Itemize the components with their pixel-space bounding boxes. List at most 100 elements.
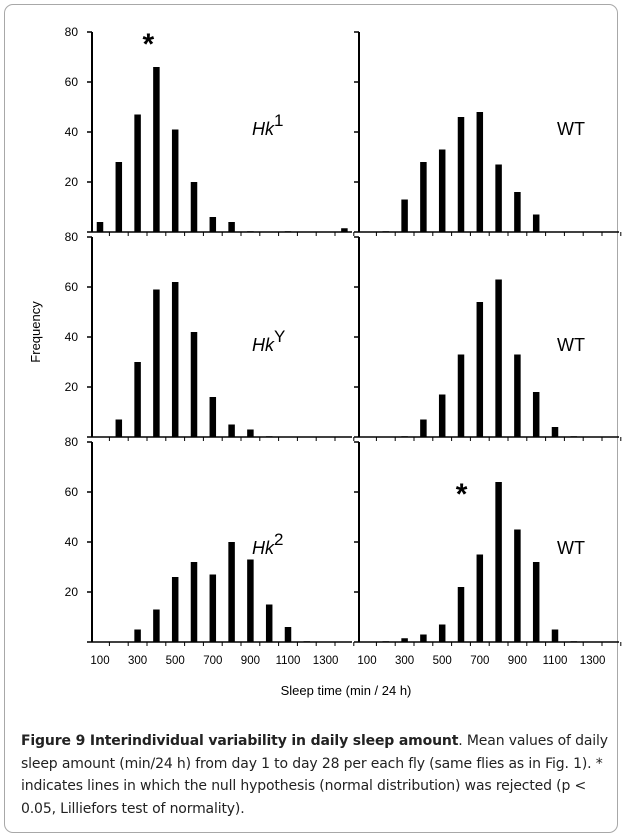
x-tick-label: 1300 xyxy=(313,655,339,667)
bar-1200 xyxy=(303,641,311,642)
y-tick-label: 80 xyxy=(65,25,79,39)
bar-400 xyxy=(153,67,160,232)
panel-row3-right: 100 300 500 700 900 1100 1300 WT * xyxy=(354,441,622,667)
bar-1100 xyxy=(284,231,292,232)
y-tick-label: 80 xyxy=(65,230,79,244)
bar-1200 xyxy=(570,641,578,642)
bar-700 xyxy=(476,302,484,437)
bar-700 xyxy=(476,112,484,232)
bar-1100 xyxy=(551,629,559,642)
bar-600 xyxy=(457,117,465,232)
y-tick-label: 40 xyxy=(65,330,79,344)
bar-900 xyxy=(247,429,254,437)
figure-frame xyxy=(4,4,618,833)
x-tick-label: 500 xyxy=(433,655,452,667)
panel-label: Hk2 xyxy=(252,530,283,558)
panel-label: WT xyxy=(557,335,585,355)
y-tick-label: 20 xyxy=(65,175,79,189)
bar-300 xyxy=(134,629,141,642)
bar-500 xyxy=(438,149,446,232)
bar-1100 xyxy=(284,627,292,642)
panel-label: Hk1 xyxy=(252,111,283,139)
bar-800 xyxy=(495,482,502,642)
bar-800 xyxy=(228,424,235,437)
bar-900 xyxy=(514,192,521,232)
panel-row3-left: 20 40 60 80 100 300 500 700 900 1100 1300 Hk2 xyxy=(65,435,355,667)
panel-row2-left: 20 40 60 80 HkY xyxy=(65,230,355,441)
panel-label: HkY xyxy=(252,327,285,355)
x-tick-label: 1100 xyxy=(543,655,568,667)
x-tick-label: 700 xyxy=(203,655,222,667)
x-tick-label: 100 xyxy=(357,655,376,667)
bar-200 xyxy=(115,419,123,437)
bar-600 xyxy=(457,354,465,437)
y-tick-label: 60 xyxy=(65,485,79,499)
y-tick-label: 40 xyxy=(65,535,79,549)
panels-group: 20 40 60 80 Hk1 * WT 20 40 60 80 HkY WT 20 40 60 80 100 30… xyxy=(65,25,622,667)
y-axis-label: Frequency xyxy=(28,301,43,363)
bar-700 xyxy=(209,397,217,437)
bar-400 xyxy=(153,289,160,437)
panel-row1-right: WT xyxy=(354,31,622,236)
bar-800 xyxy=(228,542,235,642)
bar-300 xyxy=(134,362,141,437)
bar-600 xyxy=(190,182,198,232)
bar-500 xyxy=(171,577,179,642)
bar-500 xyxy=(438,394,446,437)
bar-1000 xyxy=(265,604,273,642)
y-tick-label: 60 xyxy=(65,280,79,294)
bar-400 xyxy=(420,419,427,437)
bar-700 xyxy=(209,217,217,232)
bar-1000 xyxy=(265,436,273,437)
bar-700 xyxy=(476,554,484,642)
bar-1400 xyxy=(341,228,348,232)
y-tick-label: 60 xyxy=(65,75,79,89)
y-tick-label: 40 xyxy=(65,125,79,139)
caption-body: . Mean values of daily sleep amount (min… xyxy=(21,733,608,817)
x-axis-label: Sleep time (min / 24 h) xyxy=(281,683,412,698)
panel-label: WT xyxy=(557,119,585,139)
bar-200 xyxy=(115,162,123,232)
bar-800 xyxy=(495,164,502,232)
bar-400 xyxy=(153,609,160,642)
x-tick-label: 900 xyxy=(508,655,527,667)
bar-500 xyxy=(171,129,179,232)
x-tick-label: 900 xyxy=(241,655,260,667)
bar-300 xyxy=(134,114,141,232)
figure-chart: 20 40 60 80 Hk1 * WT 20 40 60 80 HkY WT 20 40 60 80 100 30… xyxy=(28,25,622,698)
bar-700 xyxy=(209,574,217,642)
bar-500 xyxy=(171,282,179,437)
panel-row2-right: WT xyxy=(354,236,622,441)
bar-600 xyxy=(190,332,198,437)
x-tick-label: 700 xyxy=(470,655,489,667)
bar-500 xyxy=(438,624,446,642)
bar-900 xyxy=(514,354,521,437)
asterisk-marker: * xyxy=(456,478,468,511)
caption-title: Figure 9 Interindividual variability in … xyxy=(21,733,459,749)
bar-200 xyxy=(382,231,390,232)
asterisk-marker: * xyxy=(143,28,155,61)
bar-900 xyxy=(247,231,254,232)
bar-100 xyxy=(96,222,104,232)
x-tick-label: 500 xyxy=(166,655,185,667)
y-tick-label: 20 xyxy=(65,585,79,599)
bar-1000 xyxy=(532,214,540,232)
bar-600 xyxy=(190,562,198,642)
bar-1100 xyxy=(551,427,559,437)
bar-300 xyxy=(401,638,408,642)
x-tick-label: 300 xyxy=(395,655,414,667)
bar-800 xyxy=(228,222,235,232)
figure-caption: Figure 9 Interindividual variability in … xyxy=(21,730,617,820)
bar-1000 xyxy=(532,562,540,642)
bar-300 xyxy=(401,199,408,232)
y-tick-label: 20 xyxy=(65,380,79,394)
bar-900 xyxy=(247,559,254,642)
y-tick-label: 80 xyxy=(65,435,79,449)
bar-900 xyxy=(514,529,521,642)
bar-800 xyxy=(495,279,502,437)
panel-row1-left: 20 40 60 80 Hk1 * xyxy=(65,25,355,236)
x-tick-label: 1300 xyxy=(580,655,606,667)
bar-400 xyxy=(420,162,427,232)
bar-400 xyxy=(420,634,427,642)
bar-300 xyxy=(401,436,408,437)
